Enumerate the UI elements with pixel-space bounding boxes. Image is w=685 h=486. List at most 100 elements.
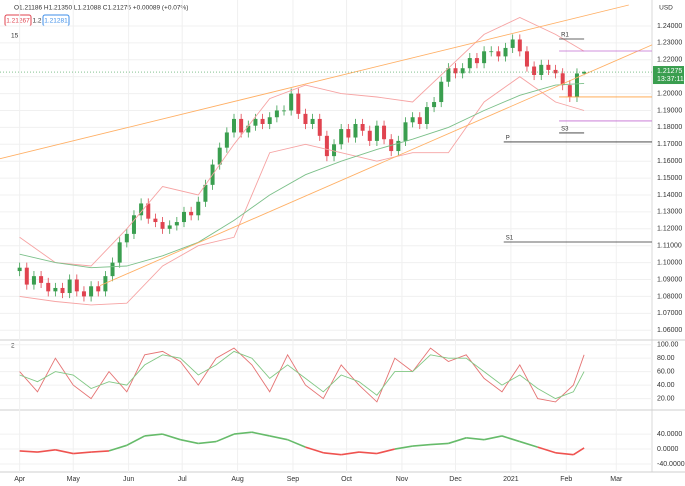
indicator-segment	[430, 442, 449, 446]
candle-body	[232, 118, 237, 133]
candle-body	[403, 122, 408, 141]
candle-body	[217, 147, 222, 165]
y-tick-label: 100.00	[657, 342, 679, 349]
candle-body	[46, 282, 51, 292]
indicator-segment	[126, 435, 146, 447]
indicator-line	[19, 350, 585, 400]
candle-body	[24, 267, 29, 285]
candle-body	[53, 287, 58, 292]
candle-body	[339, 129, 344, 145]
indicator-segment	[501, 435, 521, 443]
candle-body	[553, 69, 558, 74]
y-tick-label: 20.00	[657, 395, 675, 402]
candle-body	[517, 39, 522, 52]
candle-body	[17, 267, 22, 272]
indicator-segment	[144, 433, 163, 437]
indicator-segment	[215, 433, 235, 443]
indicator-segment	[55, 449, 74, 455]
candle-body	[582, 72, 587, 74]
indicator-segment	[376, 448, 395, 455]
candle-body	[539, 64, 544, 75]
candle-body	[167, 225, 172, 229]
overlay-line	[19, 76, 585, 306]
candle-body	[203, 184, 208, 202]
y-tick-label: 80.00	[657, 355, 675, 362]
y-tick-label: 40.00	[657, 382, 675, 389]
x-tick-label: Apr	[14, 476, 26, 483]
x-tick-label: Jun	[123, 476, 134, 483]
overlay-line	[0, 4, 629, 160]
price-label: 1.21275	[657, 68, 682, 75]
candle-body	[74, 279, 79, 292]
y-tick-label: 1.10000	[657, 259, 682, 266]
candle-body	[296, 93, 301, 114]
candle-body	[467, 58, 472, 69]
candle-body	[360, 124, 365, 131]
x-tick-label: Nov	[396, 476, 409, 483]
y-tick-label: 1.06000	[657, 327, 682, 334]
indicator-segment	[394, 445, 413, 450]
candle-body	[181, 211, 186, 223]
price-box	[653, 66, 684, 85]
candle-body	[274, 110, 279, 118]
indicator-segment	[91, 450, 110, 453]
currency: USD	[659, 5, 673, 12]
candle-body	[246, 125, 251, 133]
candle-body	[31, 276, 36, 285]
candle-body	[460, 68, 465, 74]
candle-body	[303, 113, 308, 125]
level-label: S3	[561, 127, 569, 133]
overlay-line	[19, 17, 585, 267]
y-tick-label: 0.0000	[657, 446, 679, 453]
indicator-segment	[537, 446, 556, 454]
indicator-segment	[358, 451, 377, 455]
y-tick-label: 1.17000	[657, 141, 682, 148]
candle-body	[417, 117, 422, 125]
time-label: 13:37:11	[657, 76, 684, 83]
candle-body	[146, 203, 151, 219]
ohlc-text: O1.21186 H1.21350 L1.21088 C1.21275 +0.0…	[14, 5, 188, 12]
candle-body	[282, 110, 287, 112]
y-tick-label: 1.23000	[657, 40, 682, 47]
indicator-segment	[73, 451, 92, 455]
x-tick-label: Sep	[287, 476, 300, 483]
candle-body	[310, 118, 315, 125]
indicator-segment	[180, 438, 199, 445]
indicator-segment	[19, 450, 38, 453]
candle-body	[89, 286, 94, 297]
x-tick-label: Mar	[610, 476, 623, 483]
x-tick-label: Aug	[231, 476, 244, 483]
y-tick-label: 1.16000	[657, 158, 682, 165]
indicator-segment	[162, 433, 181, 441]
candle-body	[374, 125, 379, 141]
candle-body	[124, 233, 129, 243]
candle-body	[324, 135, 329, 157]
sell-price[interactable]: 1.21267	[6, 18, 30, 25]
x-tick-label: Oct	[341, 476, 352, 483]
y-tick-label: 1.09000	[657, 276, 682, 283]
y-tick-label: 1.20000	[657, 90, 682, 97]
indicator-segment	[519, 440, 538, 448]
candle-body	[253, 118, 258, 126]
indicator-segment	[466, 437, 485, 441]
candle-body	[289, 93, 294, 111]
candle-body	[96, 286, 101, 292]
buy-price[interactable]: 1.21281	[44, 18, 68, 25]
candle-body	[510, 39, 515, 48]
y-tick-label: 1.24000	[657, 23, 682, 30]
y-tick-label: 1.22000	[657, 57, 682, 64]
indicator-segment	[287, 438, 306, 448]
indicator-segment	[555, 451, 574, 456]
candle-body	[39, 276, 44, 283]
candle-body	[567, 85, 572, 97]
candle-body	[453, 68, 458, 74]
candle-body	[346, 129, 351, 138]
y-tick-label: 1.12000	[657, 226, 682, 233]
candle-body	[489, 51, 494, 53]
price-pane	[17, 34, 587, 302]
overlay-line	[99, 44, 653, 287]
y-tick-label: 1.15000	[657, 175, 682, 182]
indicator-segment	[572, 447, 585, 456]
